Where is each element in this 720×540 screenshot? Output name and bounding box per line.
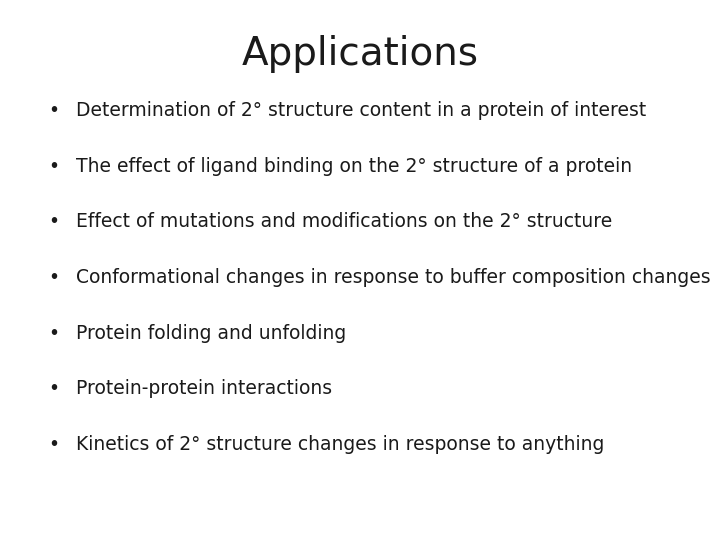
Text: Effect of mutations and modifications on the 2° structure: Effect of mutations and modifications on… xyxy=(76,212,612,232)
Text: •: • xyxy=(48,379,60,399)
Text: •: • xyxy=(48,435,60,454)
Text: Conformational changes in response to buffer composition changes: Conformational changes in response to bu… xyxy=(76,268,710,287)
Text: Applications: Applications xyxy=(241,35,479,73)
Text: Protein-protein interactions: Protein-protein interactions xyxy=(76,379,332,399)
Text: Protein folding and unfolding: Protein folding and unfolding xyxy=(76,323,346,343)
Text: Kinetics of 2° structure changes in response to anything: Kinetics of 2° structure changes in resp… xyxy=(76,435,604,454)
Text: •: • xyxy=(48,323,60,343)
Text: •: • xyxy=(48,268,60,287)
Text: Determination of 2° structure content in a protein of interest: Determination of 2° structure content in… xyxy=(76,101,646,120)
Text: •: • xyxy=(48,157,60,176)
Text: The effect of ligand binding on the 2° structure of a protein: The effect of ligand binding on the 2° s… xyxy=(76,157,631,176)
Text: •: • xyxy=(48,212,60,232)
Text: •: • xyxy=(48,101,60,120)
